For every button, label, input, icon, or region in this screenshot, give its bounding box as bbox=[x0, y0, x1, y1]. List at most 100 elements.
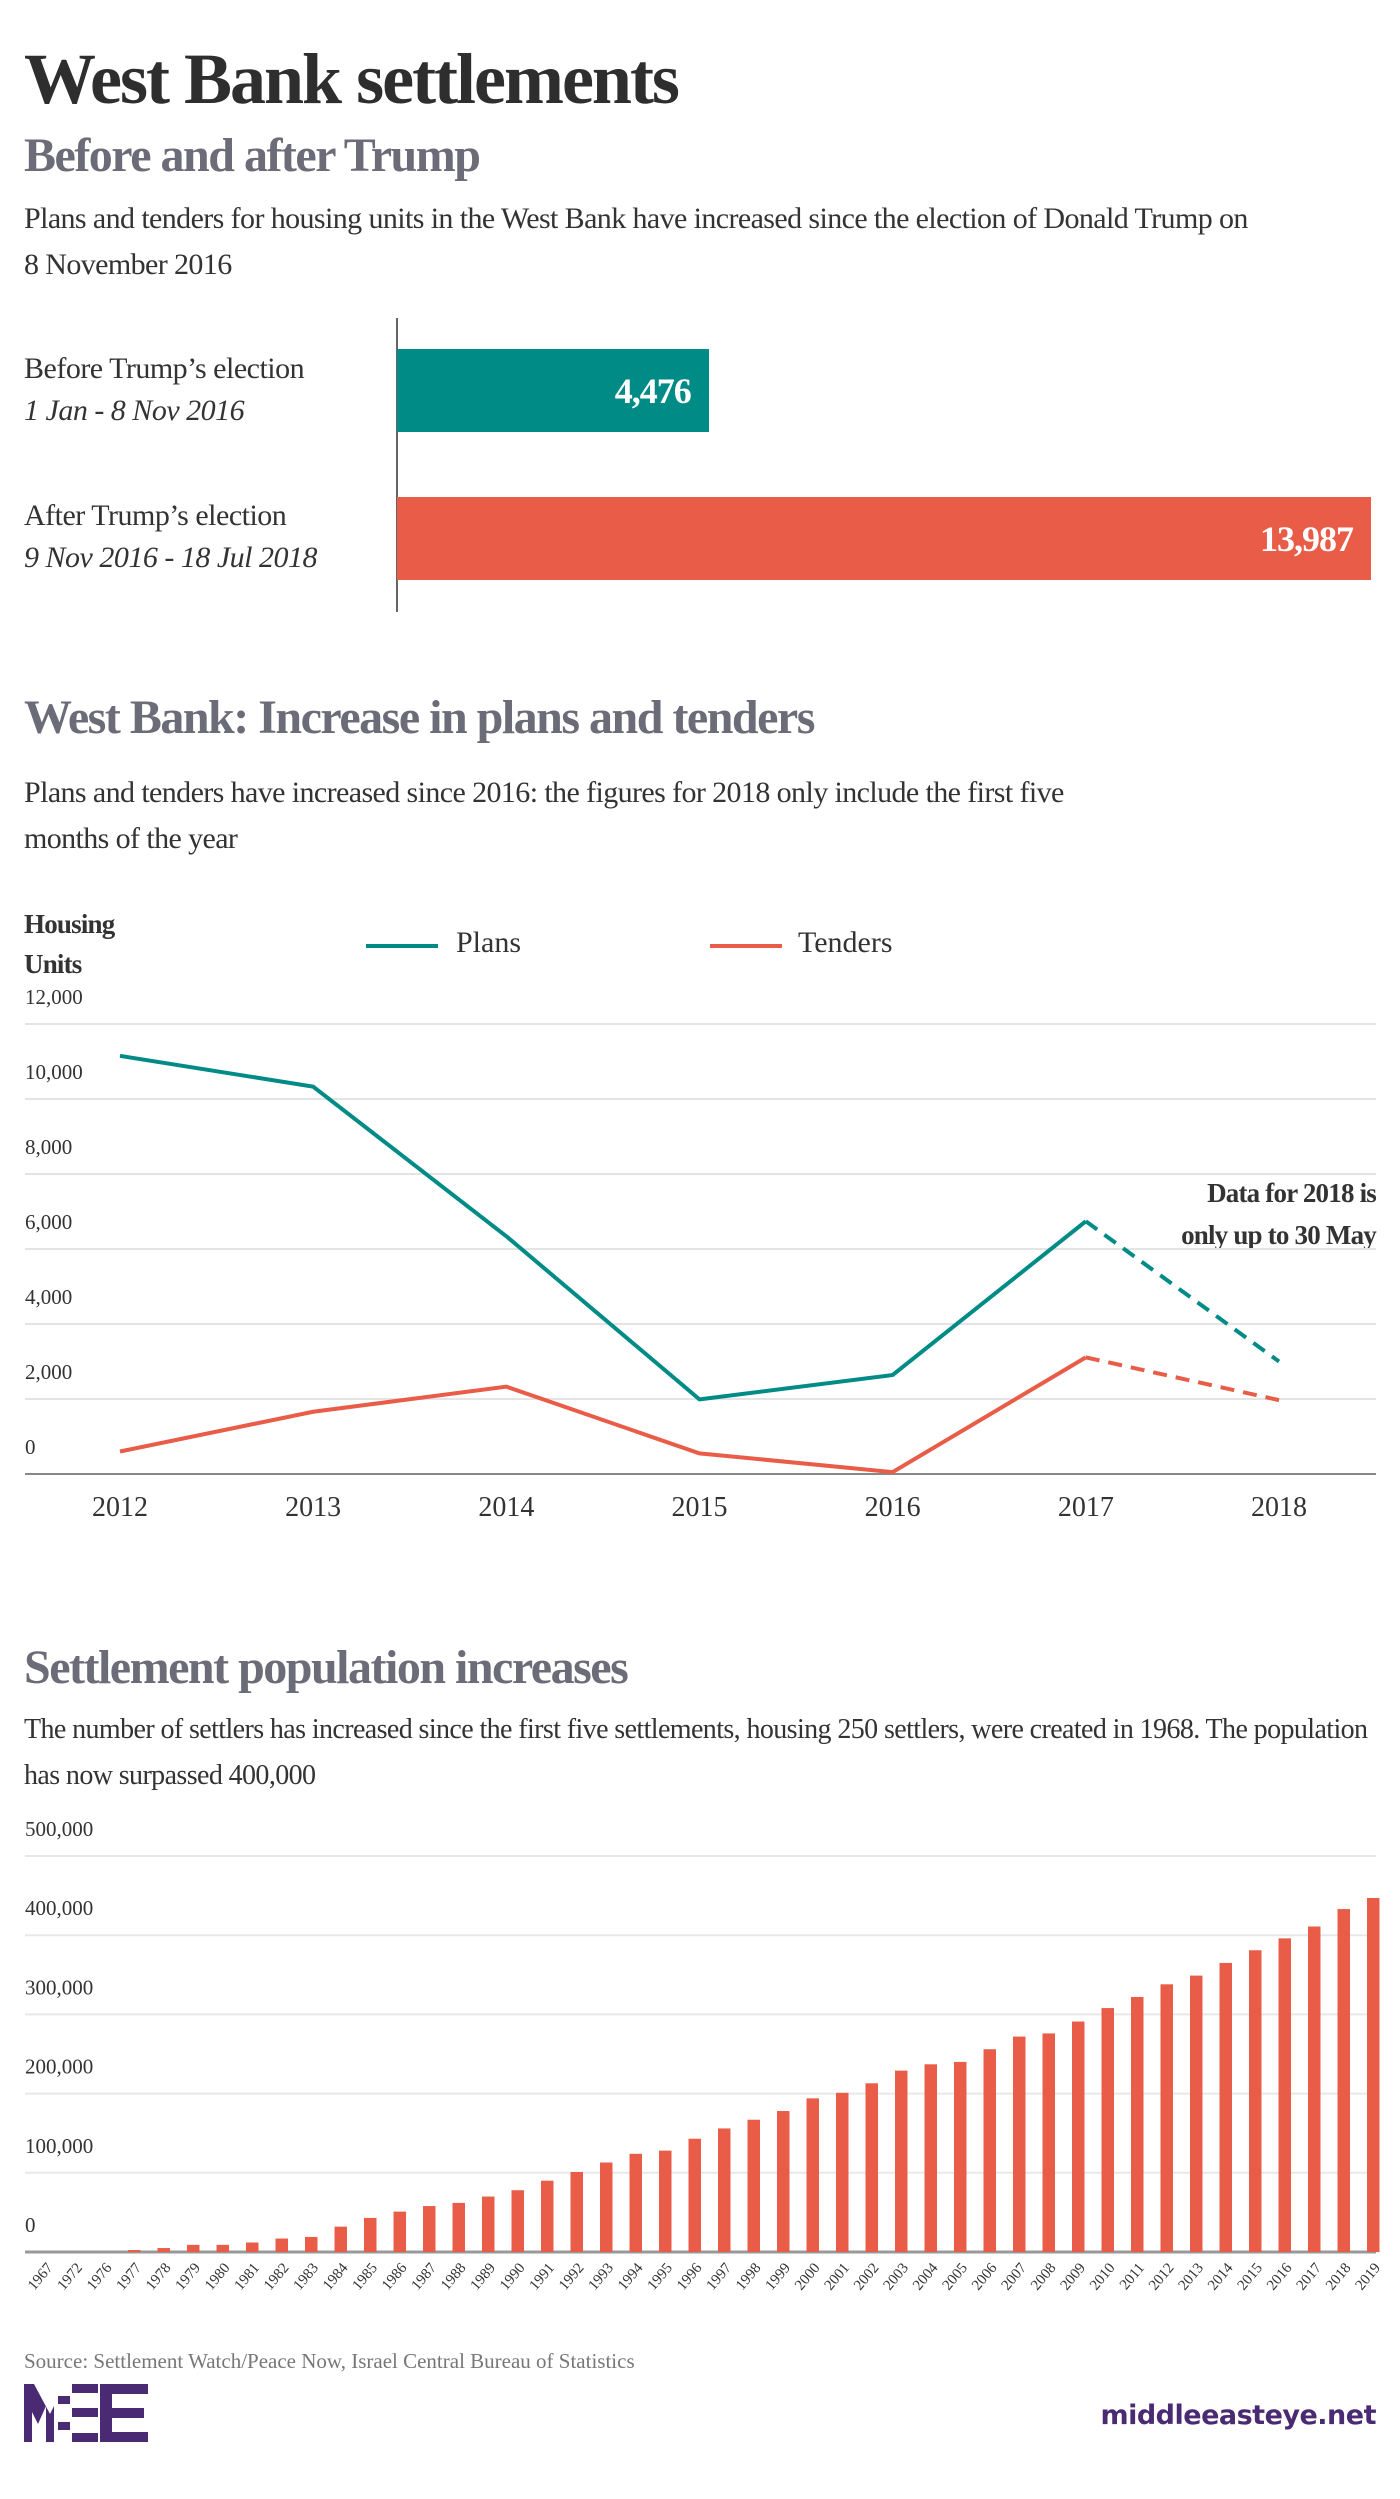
population-bar bbox=[688, 2138, 701, 2252]
x-tick-label: 1989 bbox=[468, 2260, 500, 2293]
x-tick-label: 1985 bbox=[350, 2260, 382, 2293]
x-tick-label: 2002 bbox=[851, 2260, 883, 2293]
x-tick-label: 1983 bbox=[291, 2260, 323, 2293]
x-tick-label: 1999 bbox=[763, 2260, 795, 2293]
x-tick-label: 2018 bbox=[1251, 1492, 1307, 1523]
legend-tenders-swatch bbox=[710, 944, 782, 948]
x-tick-label: 2012 bbox=[1146, 2260, 1178, 2293]
x-tick-label: 2017 bbox=[1058, 1492, 1114, 1523]
x-tick-label: 1981 bbox=[232, 2260, 264, 2293]
population-bar bbox=[334, 2226, 347, 2252]
population-bar bbox=[1308, 1926, 1321, 2252]
population-bar bbox=[305, 2236, 318, 2252]
bar-label-after-dates: 9 Nov 2016 - 18 Jul 2018 bbox=[24, 541, 317, 574]
population-bar bbox=[1160, 1984, 1173, 2252]
y-tick-label: 200,000 bbox=[25, 2055, 93, 2079]
population-bar bbox=[423, 2206, 436, 2252]
x-tick-label: 2014 bbox=[1205, 2260, 1237, 2294]
line-chart-title: West Bank: Increase in plans and tenders bbox=[24, 691, 815, 744]
x-tick-label: 1990 bbox=[497, 2260, 529, 2293]
population-bar bbox=[482, 2196, 495, 2252]
y-tick-label: 0 bbox=[25, 2213, 36, 2237]
y-tick-label: 400,000 bbox=[25, 1896, 93, 1920]
population-bar bbox=[718, 2128, 731, 2252]
x-tick-label: 1976 bbox=[84, 2260, 116, 2294]
series-dashed-plans bbox=[1084, 1219, 1281, 1364]
population-bar bbox=[600, 2162, 613, 2252]
x-tick-label: 2004 bbox=[910, 2260, 942, 2294]
x-tick-label: 1978 bbox=[143, 2260, 175, 2293]
population-bar bbox=[393, 2211, 406, 2252]
population-bar bbox=[806, 2098, 819, 2252]
y-tick-label: 500,000 bbox=[25, 1817, 93, 1841]
x-tick-label: 2015 bbox=[672, 1492, 728, 1523]
y-tick-label: 4,000 bbox=[25, 1285, 72, 1309]
population-bar bbox=[275, 2238, 288, 2252]
bar-label-before-title: Before Trump’s election bbox=[24, 352, 305, 385]
population-bar bbox=[452, 2202, 465, 2252]
population-bar bbox=[187, 2244, 200, 2252]
bar-value-after: 13,987 bbox=[1260, 518, 1354, 559]
population-bar bbox=[1219, 1962, 1232, 2252]
x-tick-label: 1984 bbox=[320, 2260, 352, 2294]
x-tick-label: 2019 bbox=[1353, 2260, 1385, 2293]
page-subtitle: Before and after Trump bbox=[24, 129, 481, 182]
population-bar bbox=[570, 2172, 583, 2252]
x-tick-label: 2015 bbox=[1235, 2260, 1267, 2293]
population-chart-description: The number of settlers has increased sin… bbox=[24, 1714, 1368, 1791]
x-tick-label: 2010 bbox=[1087, 2260, 1119, 2293]
y-tick-label: 8,000 bbox=[25, 1135, 72, 1159]
x-tick-label: 1979 bbox=[173, 2260, 205, 2293]
x-tick-label: 2005 bbox=[940, 2260, 972, 2293]
bar-axis bbox=[396, 318, 398, 612]
page-title: West Bank settlements bbox=[24, 39, 680, 119]
x-tick-label: 1996 bbox=[674, 2260, 706, 2294]
y-tick-label: 100,000 bbox=[25, 2134, 93, 2158]
population-bar bbox=[1337, 1909, 1350, 2252]
annotation-line-1: Data for 2018 is bbox=[1207, 1178, 1377, 1208]
y-tick-label: 6,000 bbox=[25, 1210, 72, 1234]
x-tick-label: 1986 bbox=[379, 2260, 411, 2294]
x-tick-label: 1967 bbox=[25, 2260, 57, 2294]
x-tick-label: 1982 bbox=[261, 2260, 293, 2293]
line-chart-annotation: Data for 2018 is only up to 30 May bbox=[1181, 1172, 1377, 1256]
population-bar bbox=[128, 2250, 141, 2252]
x-tick-label: 2006 bbox=[969, 2260, 1001, 2294]
bar-label-after-title: After Trump’s election bbox=[24, 499, 287, 532]
line-chart: 0 2,000 4,000 6,000 8,000 10,000 12,000 2012 201… bbox=[25, 985, 1376, 1523]
population-bar bbox=[983, 2049, 996, 2252]
population-bar bbox=[1190, 1975, 1203, 2252]
population-bar bbox=[747, 2119, 760, 2252]
population-bar bbox=[1131, 1996, 1144, 2252]
x-tick-label: 1998 bbox=[733, 2260, 765, 2293]
x-tick-label: 2009 bbox=[1058, 2260, 1090, 2293]
population-bar bbox=[511, 2190, 524, 2252]
y-tick-label: 300,000 bbox=[25, 1975, 93, 1999]
population-bar bbox=[246, 2242, 259, 2252]
source-note: Source: Settlement Watch/Peace Now, Isra… bbox=[24, 2349, 635, 2373]
x-tick-label: 2016 bbox=[1264, 2260, 1296, 2294]
legend-plans-swatch bbox=[366, 944, 438, 948]
x-tick-label: 1977 bbox=[114, 2260, 146, 2294]
y-tick-label: 2,000 bbox=[25, 1360, 72, 1384]
population-bar bbox=[1367, 1897, 1380, 2252]
x-tick-label: 1992 bbox=[556, 2260, 588, 2293]
bar-label-after: After Trump’s election 9 Nov 2016 - 18 J… bbox=[24, 495, 317, 579]
population-bar bbox=[1101, 2008, 1114, 2252]
x-tick-label: 1987 bbox=[409, 2260, 441, 2294]
x-tick-label: 2007 bbox=[999, 2260, 1031, 2294]
series-line-plans bbox=[119, 1053, 1088, 1402]
y-tick-label: 10,000 bbox=[25, 1060, 83, 1084]
bar-value-before: 4,476 bbox=[614, 370, 692, 411]
x-tick-label: 2017 bbox=[1294, 2260, 1326, 2294]
x-tick-label: 1988 bbox=[438, 2260, 470, 2293]
population-bar bbox=[629, 2153, 642, 2252]
x-tick-label: 2012 bbox=[92, 1492, 148, 1523]
x-tick-label: 2013 bbox=[285, 1492, 341, 1523]
population-bar bbox=[865, 2083, 878, 2252]
y-tick-label: 12,000 bbox=[25, 985, 83, 1009]
population-chart-title: Settlement population increases bbox=[24, 1641, 629, 1694]
site-url[interactable]: middleeasteye.net bbox=[1100, 2400, 1376, 2431]
population-bar bbox=[836, 2092, 849, 2252]
population-bar bbox=[216, 2244, 229, 2252]
